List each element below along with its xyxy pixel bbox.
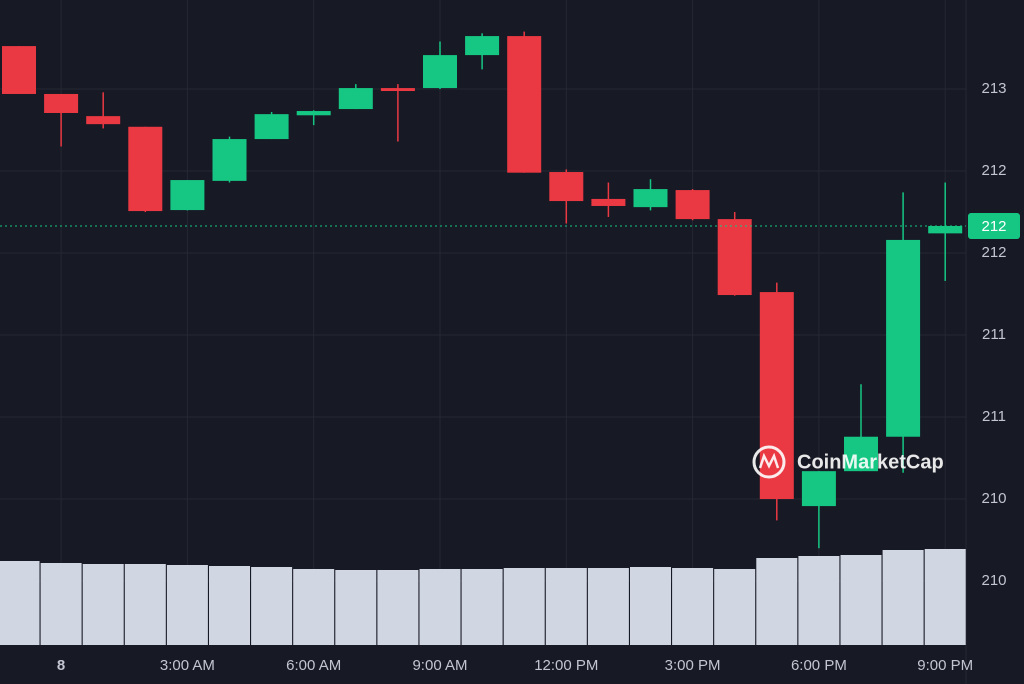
volume-bar xyxy=(924,549,966,645)
last-price-label: 212 xyxy=(981,218,1006,235)
watermark-text: CoinMarketCap xyxy=(797,451,944,473)
watermark: CoinMarketCap xyxy=(752,445,944,479)
volume-bar xyxy=(40,563,82,645)
candle-body xyxy=(633,189,668,208)
candle-body xyxy=(675,190,710,220)
candle-body xyxy=(212,139,247,181)
candle-body xyxy=(423,55,457,89)
watermark-logo-m xyxy=(758,452,780,469)
candle-body xyxy=(465,36,500,56)
volume-bar xyxy=(461,569,503,645)
volume-bar xyxy=(503,568,545,645)
volume xyxy=(0,549,966,645)
candle-body xyxy=(86,116,121,125)
volume-bar xyxy=(798,556,840,645)
x-tick-label: 3:00 PM xyxy=(665,657,721,674)
candle-body xyxy=(170,180,205,211)
x-tick-label: 9:00 AM xyxy=(412,657,467,674)
volume-bar xyxy=(209,566,250,645)
y-tick-label: 212 xyxy=(981,244,1006,261)
candle-body xyxy=(338,88,373,110)
volume-bar xyxy=(377,570,419,645)
volume-bar xyxy=(124,564,166,645)
x-tick-label: 3:00 AM xyxy=(160,657,215,674)
volume-bar xyxy=(714,569,756,645)
candle-body xyxy=(44,93,79,113)
x-tick-label: 6:00 PM xyxy=(791,657,847,674)
candles xyxy=(2,31,963,549)
candle-body xyxy=(128,126,163,212)
candle-body xyxy=(296,111,331,116)
y-tick-label: 213 xyxy=(981,80,1006,97)
volume-bar xyxy=(82,564,124,645)
y-tick-label: 210 xyxy=(981,490,1006,507)
candle-body xyxy=(380,88,415,92)
candle-body xyxy=(886,239,921,437)
candle-body xyxy=(801,471,836,507)
volume-bar xyxy=(545,568,587,645)
candle-body xyxy=(2,46,36,94)
axes: 213 212 212 211 211 210 210 8 3:00 AM 6:00 AM 9:00… xyxy=(0,80,1020,674)
candle-body xyxy=(591,198,626,206)
candle-body xyxy=(928,225,963,234)
volume-bar xyxy=(756,558,798,645)
volume-bar xyxy=(293,569,335,645)
x-tick-label: 12:00 PM xyxy=(534,657,598,674)
volume-bar xyxy=(0,561,40,645)
candle-body xyxy=(717,219,752,296)
candle-body xyxy=(507,36,542,173)
x-tick-label: 9:00 PM xyxy=(917,657,973,674)
y-tick-label: 211 xyxy=(982,326,1006,343)
watermark-logo xyxy=(752,445,786,479)
volume-bar xyxy=(630,567,671,645)
volume-bar xyxy=(419,569,461,645)
volume-bar xyxy=(672,568,714,645)
y-tick-label: 212 xyxy=(981,162,1006,179)
volume-bar xyxy=(335,570,377,645)
volume-bar xyxy=(840,555,882,645)
volume-bar xyxy=(587,568,629,645)
last-price-box xyxy=(968,212,1020,239)
volume-bar xyxy=(251,567,293,645)
x-tick-label: 8 xyxy=(57,657,65,674)
volume-bar xyxy=(166,565,208,645)
candle-body xyxy=(254,114,289,140)
y-tick-label: 211 xyxy=(982,408,1006,425)
x-tick-label: 6:00 AM xyxy=(286,657,341,674)
y-tick-label: 210 xyxy=(981,572,1006,589)
candle-body xyxy=(549,172,584,202)
candle-body xyxy=(844,436,878,472)
volume-bar xyxy=(882,550,924,645)
